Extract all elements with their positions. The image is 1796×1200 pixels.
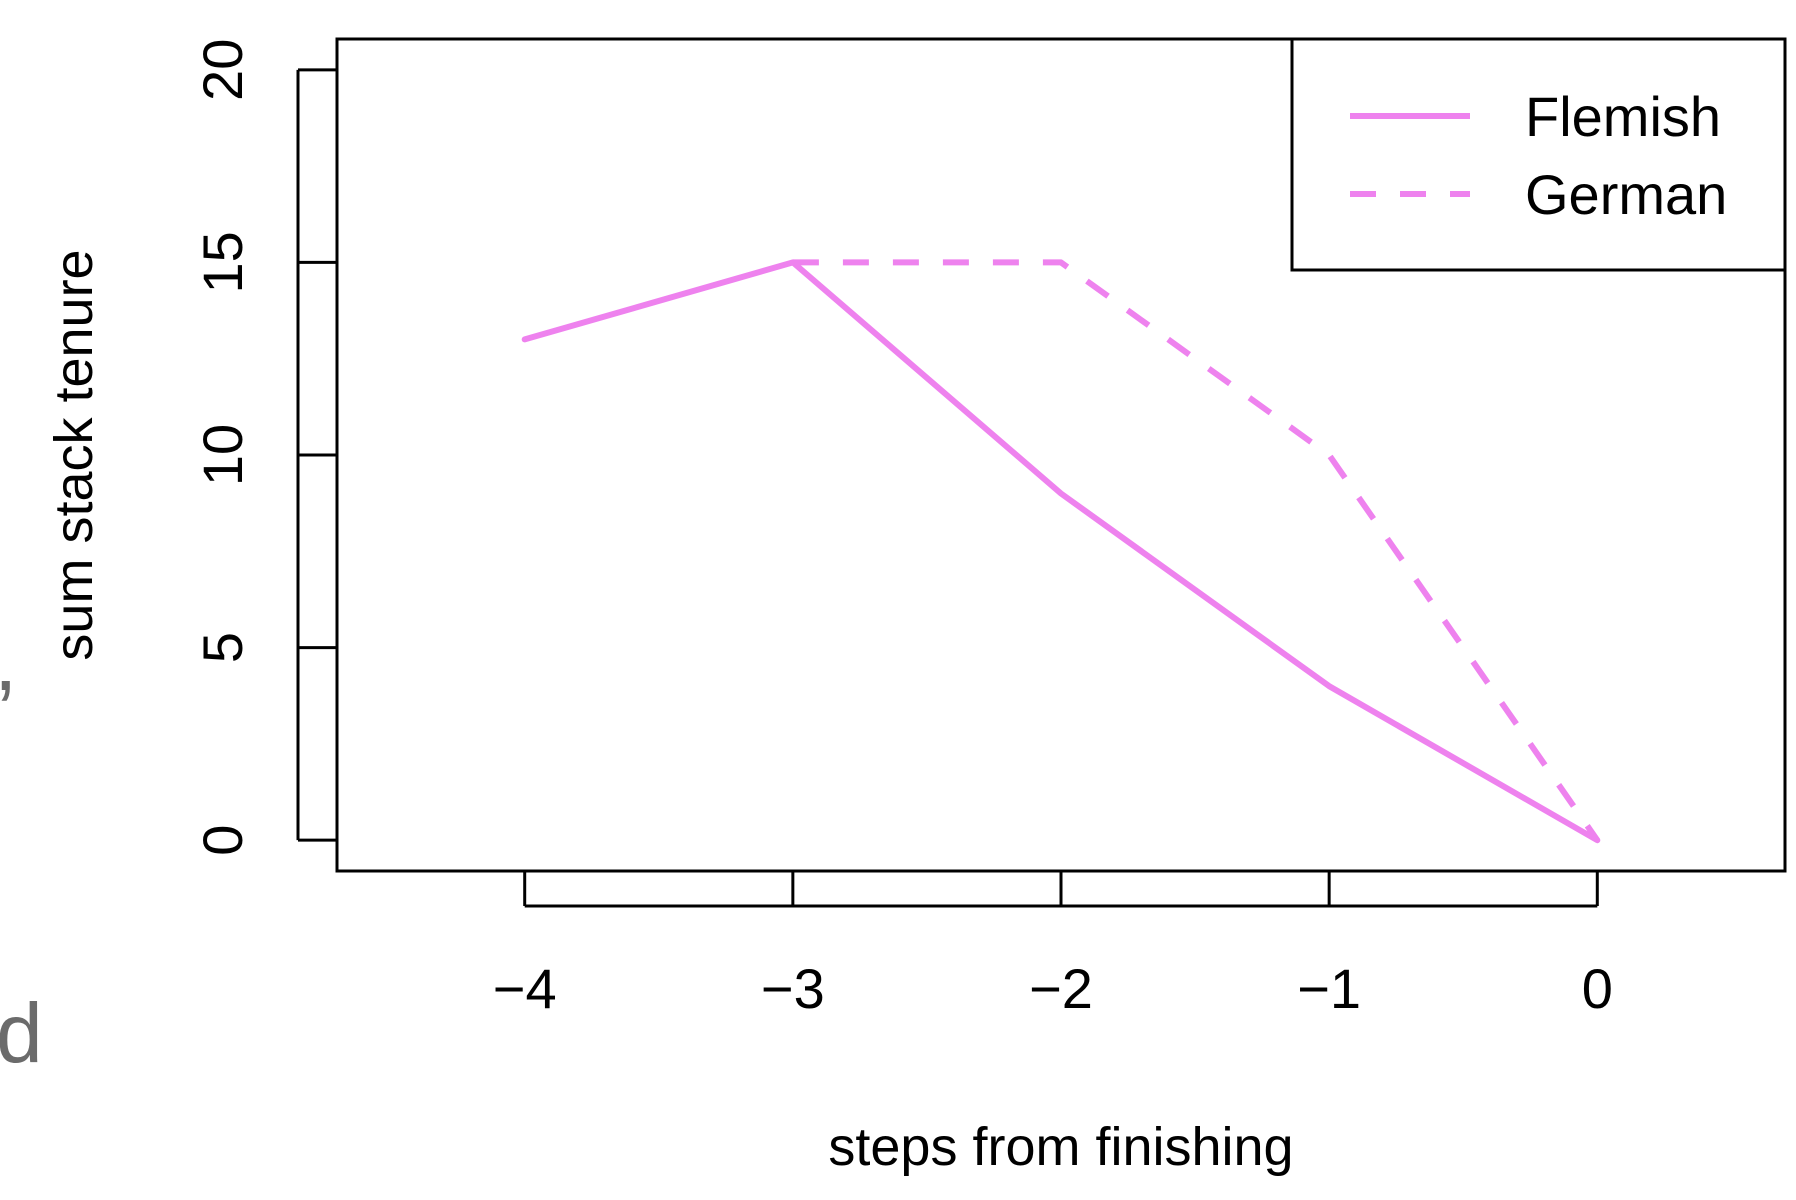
x-tick-label: −2 — [1029, 957, 1093, 1020]
x-axis-label: steps from finishing — [828, 1117, 1293, 1177]
legend-label-german: German — [1525, 163, 1727, 226]
legend-label-flemish: Flemish — [1525, 85, 1721, 148]
edge-fragment-letter: d — [0, 986, 43, 1080]
x-tick-label: 0 — [1582, 957, 1613, 1020]
x-tick-label: −3 — [761, 957, 825, 1020]
legend: Flemish German — [1290, 37, 1787, 272]
y-tick-label: 0 — [191, 825, 254, 856]
y-tick-label: 15 — [191, 231, 254, 293]
y-tick-label: 5 — [191, 632, 254, 663]
y-axis-label: sum stack tenure — [44, 249, 104, 660]
y-tick-label: 20 — [191, 39, 254, 101]
series-line-german — [792, 259, 1600, 842]
x-tick-label: −1 — [1297, 957, 1361, 1020]
x-tick-label: −4 — [493, 957, 557, 1020]
y-tick-label: 10 — [191, 424, 254, 486]
x-axis: −4 −3 −2 −1 0 — [493, 871, 1613, 1020]
series-line-flemish — [521, 259, 1601, 844]
series-layer — [521, 259, 1601, 844]
edge-fragment-comma: , — [0, 614, 17, 708]
y-axis: 0 5 10 15 20 — [191, 39, 337, 856]
legend-box — [1290, 37, 1787, 272]
